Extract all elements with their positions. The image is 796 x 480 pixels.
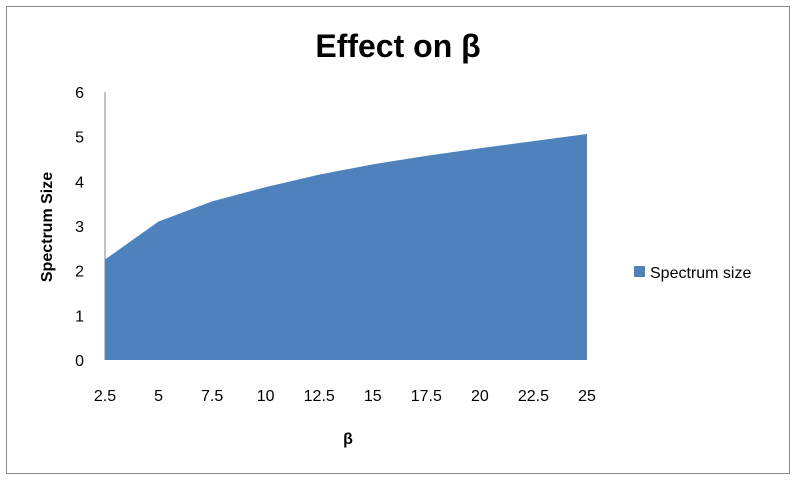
x-tick-label: 15 [364,388,382,405]
y-tick-label: 0 [75,353,84,370]
x-tick-label: 25 [578,388,596,405]
x-tick-label: 2.5 [94,388,116,405]
x-axis: 2.5 5 7.5 10 12.5 15 17.5 20 22.5 25 [94,388,596,405]
x-tick-label: 17.5 [411,388,442,405]
x-tick-label: 10 [257,388,275,405]
legend-label: Spectrum size [650,265,751,282]
x-tick-label: 20 [471,388,489,405]
x-tick-label: 12.5 [304,388,335,405]
x-axis-title: β [343,431,353,448]
plot-area [105,133,587,360]
legend: Spectrum size [634,265,751,282]
series-area-spectrum-size [105,133,587,360]
x-tick-label: 5 [154,388,163,405]
x-tick-label: 22.5 [518,388,549,405]
y-tick-label: 6 [75,85,84,102]
y-tick-label: 4 [75,174,84,191]
y-axis: 0 1 2 3 4 5 6 [75,85,106,370]
x-tick-label: 7.5 [201,388,223,405]
y-tick-label: 2 [75,264,84,281]
y-tick-label: 5 [75,130,84,147]
y-tick-label: 3 [75,219,84,236]
legend-swatch [634,266,645,277]
y-tick-label: 1 [75,308,84,325]
chart-title: Effect on β [315,28,480,64]
y-axis-title: Spectrum Size [39,172,56,282]
